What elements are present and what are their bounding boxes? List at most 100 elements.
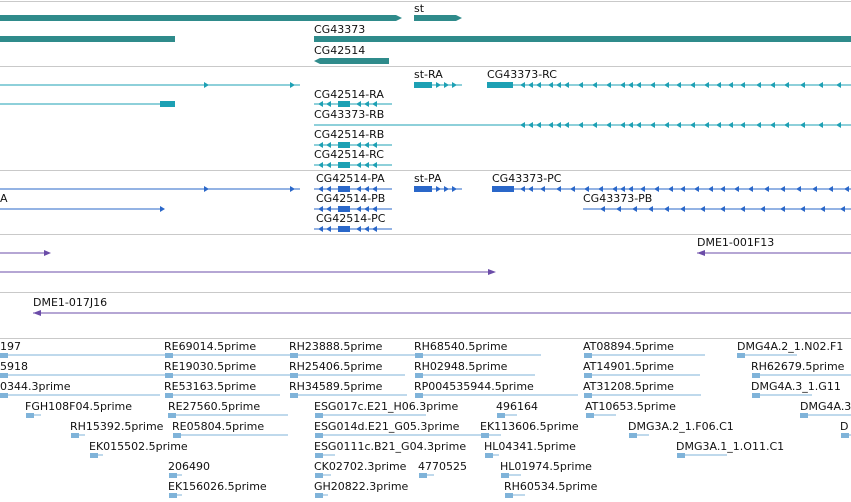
transcript-label[interactable]: CG42514-RA xyxy=(314,88,384,101)
est-label[interactable]: EK113606.5prime xyxy=(480,420,579,433)
est-alignment-block[interactable] xyxy=(584,393,592,398)
est-label[interactable]: RH23888.5prime xyxy=(289,340,383,353)
est-label[interactable]: RH15392.5prime xyxy=(70,420,164,433)
est-alignment-block[interactable] xyxy=(290,393,298,398)
est-label[interactable]: 5918 xyxy=(0,360,28,373)
est-alignment-block[interactable] xyxy=(0,373,8,378)
est-alignment-block[interactable] xyxy=(168,413,176,418)
est-alignment-block[interactable] xyxy=(315,433,323,438)
est-label[interactable]: 206490 xyxy=(168,460,210,473)
est-label[interactable]: RE53163.5prime xyxy=(164,380,257,393)
est-alignment-block[interactable] xyxy=(586,413,594,418)
est-label[interactable]: ESG0111c.B21_G04.3prime xyxy=(314,440,467,453)
est-label[interactable]: D xyxy=(840,420,849,433)
est-alignment-block[interactable] xyxy=(497,413,505,418)
gene-label-cg42514[interactable]: CG42514 xyxy=(314,44,366,57)
est-alignment-block[interactable] xyxy=(315,493,323,498)
protein-label[interactable]: CG42514-PC xyxy=(316,212,386,225)
gene-bar-cg43373[interactable] xyxy=(314,36,851,42)
est-label[interactable]: FGH108F04.5prime xyxy=(25,400,132,413)
est-label[interactable]: RE27560.5prime xyxy=(168,400,261,413)
est-alignment-block[interactable] xyxy=(415,373,423,378)
gene-label-cg43373[interactable]: CG43373 xyxy=(314,23,366,36)
est-alignment-block[interactable] xyxy=(584,373,592,378)
est-alignment-block[interactable] xyxy=(752,393,760,398)
est-alignment-block[interactable] xyxy=(752,373,760,378)
est-label[interactable]: RH02948.5prime xyxy=(414,360,508,373)
gene-label-st[interactable]: st xyxy=(414,2,425,15)
clone-label[interactable]: DME1-017J16 xyxy=(33,296,108,309)
est-alignment-block[interactable] xyxy=(584,353,592,358)
est-label[interactable]: DMG4A.3 xyxy=(800,400,851,413)
est-alignment-block[interactable] xyxy=(290,373,298,378)
est-alignment-block[interactable] xyxy=(419,473,427,478)
est-label[interactable]: RH25406.5prime xyxy=(289,360,383,373)
est-label[interactable]: 496164 xyxy=(496,400,538,413)
est-alignment-block[interactable] xyxy=(629,433,637,438)
est-alignment-block[interactable] xyxy=(315,473,323,478)
est-label[interactable]: EK015502.5prime xyxy=(89,440,188,453)
est-label[interactable]: GH20822.3prime xyxy=(314,480,409,493)
est-alignment-block[interactable] xyxy=(315,453,323,458)
est-label[interactable]: DMG3A.2_1.F06.C1 xyxy=(628,420,734,433)
transcript-label[interactable]: CG43373-RC xyxy=(487,68,557,81)
transcript-label[interactable]: CG42514-RB xyxy=(314,128,385,141)
protein-label[interactable]: CG42514-PA xyxy=(316,172,385,185)
est-label[interactable]: ESG014d.E21_G05.3prime xyxy=(314,420,460,433)
est-label[interactable]: 0344.3prime xyxy=(0,380,71,393)
est-alignment-block[interactable] xyxy=(505,493,513,498)
est-alignment-block[interactable] xyxy=(415,353,423,358)
est-alignment-block[interactable] xyxy=(0,353,8,358)
est-alignment-block[interactable] xyxy=(315,413,323,418)
est-label[interactable]: RH68540.5prime xyxy=(414,340,508,353)
est-label[interactable]: DMG4A.2_1.N02.F1 xyxy=(737,340,844,353)
est-alignment-block[interactable] xyxy=(677,453,685,458)
est-label[interactable]: 4770525 xyxy=(418,460,467,473)
est-label[interactable]: AT08894.5prime xyxy=(583,340,674,353)
est-alignment-block[interactable] xyxy=(169,473,177,478)
est-label[interactable]: AT14901.5prime xyxy=(583,360,674,373)
est-label[interactable]: RE05804.5prime xyxy=(172,420,265,433)
est-alignment-block[interactable] xyxy=(290,353,298,358)
gene-bar-cg43373-left[interactable] xyxy=(0,15,396,21)
protein-label[interactable]: CG43373-PC xyxy=(492,172,562,185)
est-alignment-block[interactable] xyxy=(165,353,173,358)
est-alignment-block[interactable] xyxy=(71,433,79,438)
gene-bar-st[interactable] xyxy=(414,15,456,21)
est-label[interactable]: HL04341.5prime xyxy=(484,440,576,453)
est-alignment-block[interactable] xyxy=(173,433,181,438)
gene-bar-left[interactable] xyxy=(0,36,175,42)
est-label[interactable]: DMG3A.1_1.O11.C1 xyxy=(676,440,785,453)
est-label[interactable]: 197 xyxy=(0,340,21,353)
est-label[interactable]: AT10653.5prime xyxy=(585,400,676,413)
est-alignment-block[interactable] xyxy=(26,413,34,418)
est-alignment-block[interactable] xyxy=(737,353,745,358)
est-alignment-block[interactable] xyxy=(841,433,849,438)
gene-bar-cg42514[interactable] xyxy=(320,58,389,64)
est-label[interactable]: RH34589.5prime xyxy=(289,380,383,393)
protein-label[interactable]: CG43373-PB xyxy=(583,192,653,205)
est-alignment-block[interactable] xyxy=(481,433,489,438)
clone-label[interactable]: DME1-001F13 xyxy=(697,236,775,249)
est-label[interactable]: AT31208.5prime xyxy=(583,380,674,393)
est-alignment-block[interactable] xyxy=(165,393,173,398)
transcript-label[interactable]: CG42514-RC xyxy=(314,148,384,161)
est-label[interactable]: ESG017c.E21_H06.3prime xyxy=(314,400,459,413)
est-label[interactable]: RE69014.5prime xyxy=(164,340,257,353)
est-alignment-block[interactable] xyxy=(0,393,8,398)
est-label[interactable]: HL01974.5prime xyxy=(500,460,592,473)
est-label[interactable]: EK156026.5prime xyxy=(168,480,267,493)
est-alignment-block[interactable] xyxy=(800,413,808,418)
est-label[interactable]: RH60534.5prime xyxy=(504,480,598,493)
transcript-label[interactable]: CG43373-RB xyxy=(314,108,385,121)
est-alignment-block[interactable] xyxy=(169,493,177,498)
protein-label[interactable]: CG42514-PB xyxy=(316,192,386,205)
est-alignment-block[interactable] xyxy=(501,473,509,478)
est-label[interactable]: RH62679.5prime xyxy=(751,360,845,373)
est-label[interactable]: RP004535944.5prime xyxy=(414,380,534,393)
est-alignment-block[interactable] xyxy=(415,393,423,398)
est-label[interactable]: CK02702.3prime xyxy=(314,460,407,473)
est-alignment-block[interactable] xyxy=(90,453,98,458)
protein-label[interactable]: A xyxy=(0,192,8,205)
est-label[interactable]: RE19030.5prime xyxy=(164,360,257,373)
